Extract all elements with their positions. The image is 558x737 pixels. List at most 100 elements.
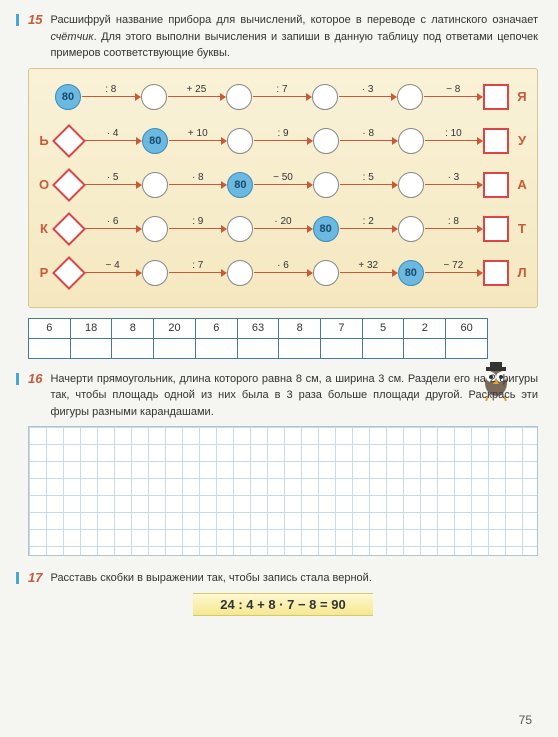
chain-arrow: : 10: [425, 140, 482, 142]
chain-arrow: − 72: [425, 272, 482, 274]
answer-cell-empty: [362, 338, 404, 358]
chain-arrow: · 3: [339, 96, 397, 98]
answer-cell-empty: [237, 338, 279, 358]
chain-circle: [398, 128, 424, 154]
task-15-text-b: . Для этого выполни вычисления и запиши …: [50, 31, 538, 60]
chain-op: − 50: [273, 172, 293, 183]
chain-op: + 25: [187, 84, 207, 95]
chain-arrow: · 6: [254, 272, 311, 274]
chain-letter-right: Я: [515, 89, 529, 104]
chain-circle: 80: [227, 172, 253, 198]
chain-circle: 80: [142, 128, 168, 154]
answer-cell: 6: [195, 318, 237, 338]
chain-op: : 7: [276, 84, 287, 95]
chain-arrow: − 8: [424, 96, 482, 98]
chain-circle: [398, 216, 424, 242]
chain-arrow: − 4: [84, 272, 141, 274]
answer-cell: 5: [362, 318, 404, 338]
task-17-text: Расставь скобки в выражении так, чтобы з…: [50, 570, 371, 587]
chain-circle: [142, 260, 168, 286]
chain-op: : 8: [105, 84, 116, 95]
accent-bar: [16, 373, 19, 385]
chain-arrow: · 20: [254, 228, 311, 230]
answer-cell: 6: [29, 318, 71, 338]
task-15-number: 15: [28, 12, 42, 27]
chain-arrow: : 7: [253, 96, 311, 98]
task-16-text: Начерти прямоугольник, длина которого ра…: [50, 371, 538, 421]
chain-op: · 6: [107, 216, 119, 227]
chain-arrow: : 9: [169, 228, 226, 230]
chain-arrow: : 7: [169, 272, 226, 274]
chain-arrow: · 8: [340, 140, 397, 142]
chain-op: : 8: [448, 216, 459, 227]
chain-row: Р− 4: 7· 6+ 3280− 72Л: [37, 255, 529, 291]
chain-arrow: · 6: [84, 228, 141, 230]
task-15-text-a: Расшифруй название прибора для вычислени…: [50, 14, 538, 26]
answer-cell-empty: [154, 338, 196, 358]
diamond-shape: [52, 168, 86, 202]
chain-op: · 5: [107, 172, 119, 183]
chain-op: − 4: [106, 260, 120, 271]
task-15-text: Расшифруй название прибора для вычислени…: [50, 12, 538, 62]
answer-row-empty: [29, 338, 488, 358]
chain-row: 80: 8+ 25: 7· 3− 8Я: [37, 79, 529, 115]
chain-arrow: + 25: [168, 96, 226, 98]
task-17-header: 17 Расставь скобки в выражении так, чтоб…: [28, 570, 538, 587]
result-square: [483, 216, 509, 242]
diamond-shape: [52, 212, 86, 246]
answer-row-values: 618820663875260: [29, 318, 488, 338]
chain-op: : 5: [363, 172, 374, 183]
answer-cell: 60: [446, 318, 488, 338]
chain-op: − 72: [444, 260, 464, 271]
chain-op: · 4: [107, 128, 119, 139]
task-16: 16 Начерти прямоугольник, длина которого…: [28, 371, 538, 557]
chain-letter-left: К: [37, 221, 51, 236]
chain-arrow: : 8: [425, 228, 482, 230]
task-17: 17 Расставь скобки в выражении так, чтоб…: [28, 570, 538, 616]
chain-arrow: : 2: [340, 228, 397, 230]
chain-circle: [313, 172, 339, 198]
answer-table-wrap: 618820663875260: [28, 318, 538, 359]
chain-letter-right: А: [515, 177, 529, 192]
chain-op: : 7: [192, 260, 203, 271]
answer-cell-empty: [112, 338, 154, 358]
chain-circle: [398, 172, 424, 198]
chain-circle: [313, 128, 339, 154]
chain-op: · 3: [362, 84, 374, 95]
accent-bar: [16, 572, 19, 584]
chain-circle: 80: [398, 260, 424, 286]
chain-arrow: : 5: [340, 184, 397, 186]
chain-row: О· 5· 880− 50: 5· 3А: [37, 167, 529, 203]
chain-letter-left: О: [37, 177, 51, 192]
chain-letter-left: Р: [37, 265, 51, 280]
answer-cell-empty: [279, 338, 321, 358]
chain-op: : 9: [277, 128, 288, 139]
chain-arrow: · 8: [169, 184, 226, 186]
chain-letter-right: Т: [515, 221, 529, 236]
answer-cell-empty: [404, 338, 446, 358]
chain-op: : 9: [192, 216, 203, 227]
chain-arrow: · 4: [84, 140, 141, 142]
chain-circle: [313, 260, 339, 286]
answer-cell-empty: [446, 338, 488, 358]
chain-arrow: · 3: [425, 184, 482, 186]
task-16-header: 16 Начерти прямоугольник, длина которого…: [28, 371, 538, 421]
answer-cell: 8: [112, 318, 154, 338]
chain-op: + 10: [188, 128, 208, 139]
answer-cell: 20: [154, 318, 196, 338]
chain-circle: [227, 128, 253, 154]
chain-row: К· 6: 9· 2080: 2: 8Т: [37, 211, 529, 247]
task-15-header: 15 Расшифруй название прибора для вычисл…: [28, 12, 538, 62]
chain-arrow: − 50: [254, 184, 311, 186]
result-square: [483, 84, 509, 110]
chain-arrow: : 8: [82, 96, 140, 98]
answer-cell-empty: [195, 338, 237, 358]
chain-circle: [142, 216, 168, 242]
chain-circle: [142, 172, 168, 198]
chain-op: : 2: [363, 216, 374, 227]
answer-cell: 18: [70, 318, 112, 338]
task-15: 15 Расшифруй название прибора для вычисл…: [28, 12, 538, 359]
chain-letter-right: У: [515, 133, 529, 148]
chain-circle: [227, 216, 253, 242]
task-16-number: 16: [28, 371, 42, 386]
